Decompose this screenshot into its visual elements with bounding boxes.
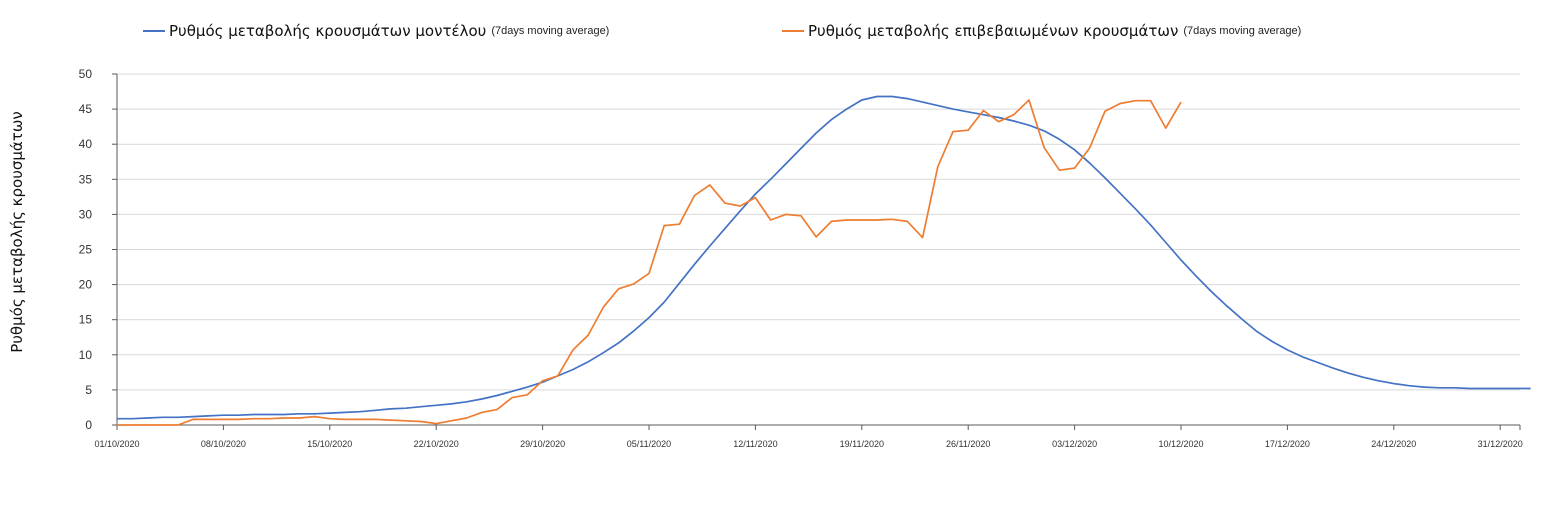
x-tick-label: 26/11/2020: [946, 439, 990, 449]
x-tick-label: 10/12/2020: [1158, 439, 1203, 449]
legend-suffix-model: (7days moving average): [491, 25, 610, 37]
x-tick-label: 19/11/2020: [840, 439, 884, 449]
y-tick-label: 20: [79, 278, 93, 292]
legend-label-model: Ρυθμός μεταβολής κρουσμάτων μοντέλου: [169, 22, 487, 40]
y-tick-label: 15: [79, 313, 93, 327]
x-tick-label: 31/12/2020: [1478, 439, 1523, 449]
series-line-confirmed: [117, 99, 1182, 426]
x-tick-label: 29/10/2020: [520, 439, 565, 449]
y-tick-label: 25: [79, 243, 93, 257]
series-line-model: [117, 95, 1531, 420]
gridlines: [117, 73, 1520, 391]
legend-label-confirmed: Ρυθμός μεταβολής επιβεβαιωμένων κρουσμάτ…: [808, 22, 1179, 40]
x-tick-label: 05/11/2020: [627, 439, 671, 449]
x-tick-label: 12/11/2020: [733, 439, 777, 449]
y-axis-title: Ρυθμός μεταβολής κρουσμάτων: [8, 111, 26, 353]
y-tick-label: 35: [79, 172, 93, 186]
legend-item-confirmed: Ρυθμός μεταβολής επιβεβαιωμένων κρουσμάτ…: [782, 22, 1301, 40]
y-tick-label: 10: [79, 348, 93, 362]
y-tick-label: 5: [85, 383, 92, 397]
y-tick-label: 50: [79, 67, 93, 81]
x-tick-label: 22/10/2020: [414, 439, 459, 449]
legend-swatch-model: [143, 30, 165, 32]
axes: 0 5 10 15 20 25 30 35 40 45 50 01/10/2020 08/10/2020…: [79, 67, 1523, 449]
legend-swatch-confirmed: [782, 30, 804, 32]
x-tick-label: 24/12/2020: [1371, 439, 1416, 449]
series-lines: [117, 95, 1531, 426]
x-tick-label: 01/10/2020: [94, 439, 139, 449]
legend-suffix-confirmed: (7days moving average): [1183, 25, 1302, 37]
x-tick-label: 08/10/2020: [201, 439, 246, 449]
x-tick-label: 03/12/2020: [1052, 439, 1097, 449]
x-tick-label: 15/10/2020: [307, 439, 352, 449]
legend-item-model: Ρυθμός μεταβολής κρουσμάτων μοντέλου (7d…: [143, 22, 609, 40]
y-tick-label: 45: [79, 102, 93, 116]
y-tick-label: 40: [79, 137, 93, 151]
y-tick-label: 30: [79, 207, 93, 221]
y-tick-label: 0: [85, 418, 92, 432]
x-tick-label: 17/12/2020: [1265, 439, 1310, 449]
